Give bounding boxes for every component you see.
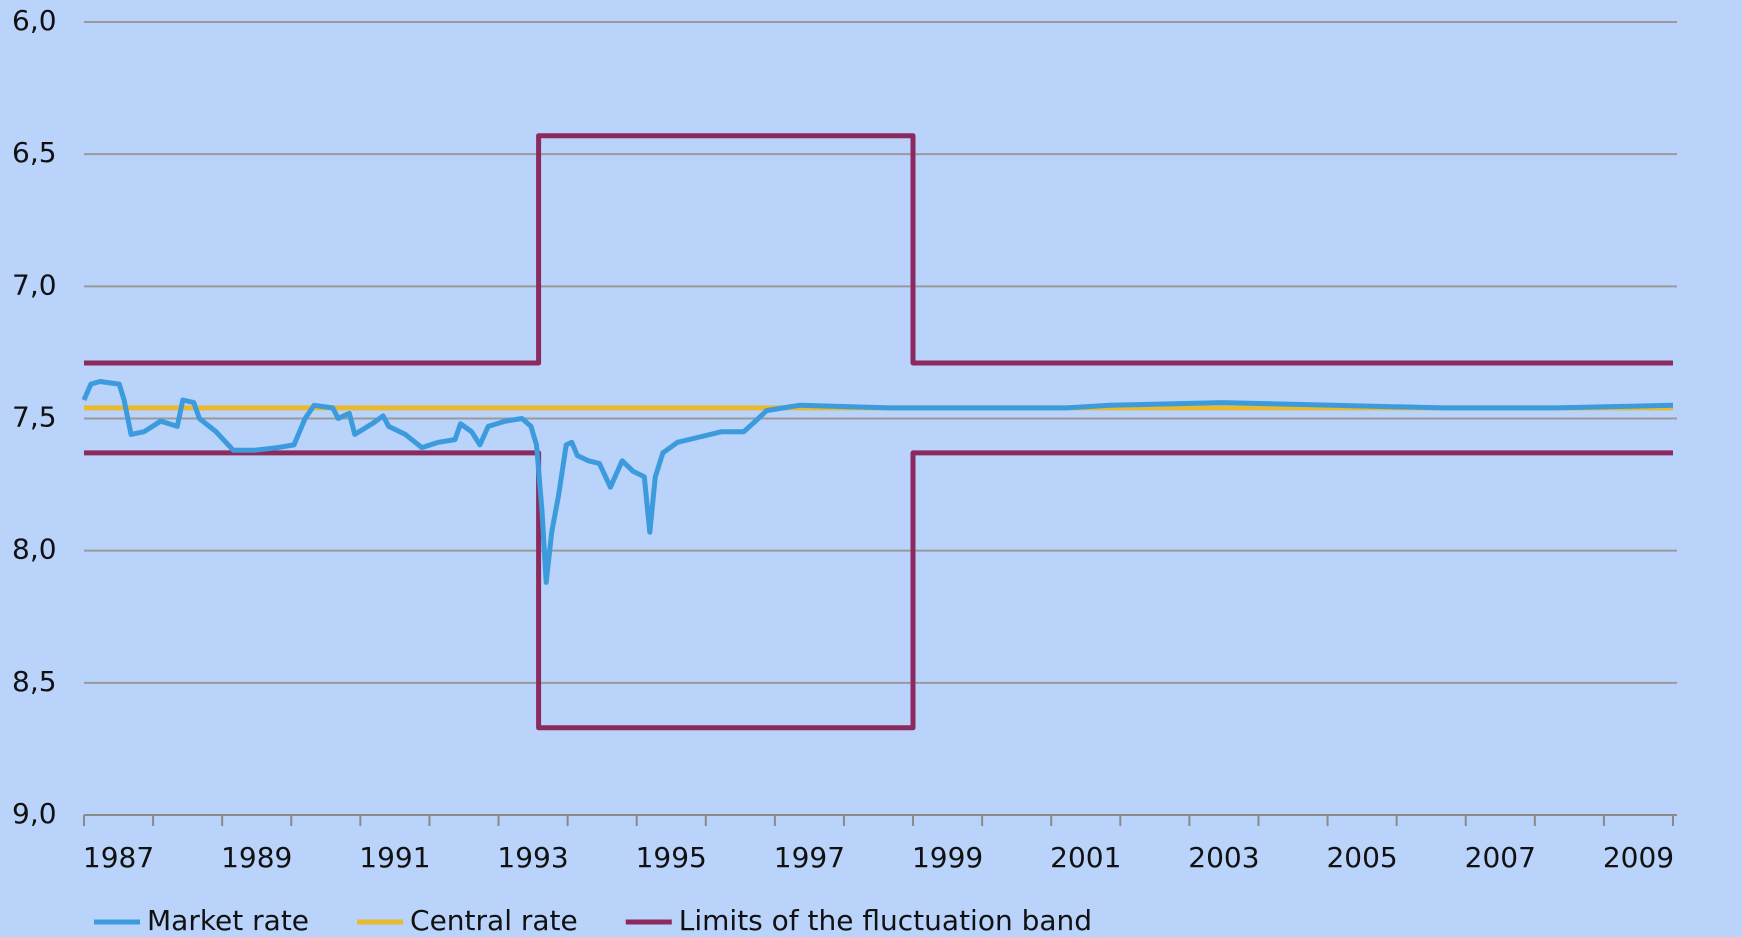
- x-tick-label: 1995: [636, 841, 707, 874]
- y-tick-label: 8,5: [12, 665, 57, 698]
- x-tick-label: 1987: [83, 841, 154, 874]
- y-tick-label: 8,0: [12, 533, 57, 566]
- x-tick-label: 1993: [497, 841, 568, 874]
- legend-label: Limits of the fluctuation band: [679, 904, 1092, 937]
- y-tick-label: 6,5: [12, 136, 57, 169]
- x-tick-label: 2009: [1603, 841, 1674, 874]
- x-tick-label: 1989: [221, 841, 292, 874]
- series-line: [81, 379, 1674, 585]
- x-tick-label: 2003: [1188, 841, 1259, 874]
- x-tick-label: 2007: [1465, 841, 1536, 874]
- series-line: [84, 133, 1673, 731]
- y-tick-label: 9,0: [12, 797, 57, 830]
- y-tick-label: 7,5: [12, 401, 57, 434]
- x-tick-label: 2001: [1050, 841, 1121, 874]
- y-tick-label: 6,0: [12, 4, 57, 37]
- x-tick-label: 1997: [774, 841, 845, 874]
- legend-label: Central rate: [410, 904, 578, 937]
- x-tick-label: 1991: [359, 841, 430, 874]
- x-tick-label: 1999: [912, 841, 983, 874]
- x-tick-label: 2005: [1326, 841, 1397, 874]
- y-tick-label: 7,0: [12, 268, 57, 301]
- legend-label: Market rate: [147, 904, 309, 937]
